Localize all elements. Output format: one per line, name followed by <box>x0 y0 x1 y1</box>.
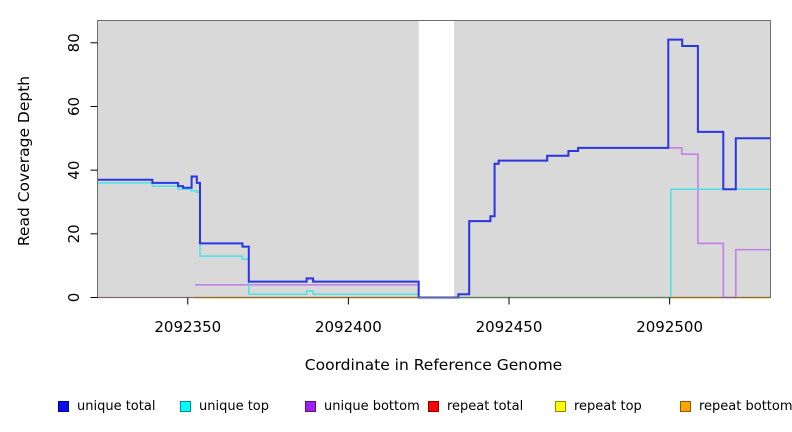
y-tick-label: 40 <box>65 161 83 180</box>
x-axis-label: Coordinate in Reference Genome <box>304 356 563 374</box>
x-tick-label: 2092350 <box>154 318 221 336</box>
x-tick-label: 2092400 <box>315 318 382 336</box>
x-tick-label: 2092450 <box>476 318 543 336</box>
y-tick-label: 0 <box>65 293 83 303</box>
assembly-gap-band <box>418 21 455 297</box>
plot-border <box>97 20 771 298</box>
y-tick-label: 60 <box>65 97 83 116</box>
y-tick-label: 20 <box>65 224 83 243</box>
x-tick-label: 2092500 <box>636 318 703 336</box>
y-axis-label: Read Coverage Depth <box>15 75 33 247</box>
y-tick-label: 80 <box>65 33 83 52</box>
series-line-unique-total <box>97 38 771 299</box>
